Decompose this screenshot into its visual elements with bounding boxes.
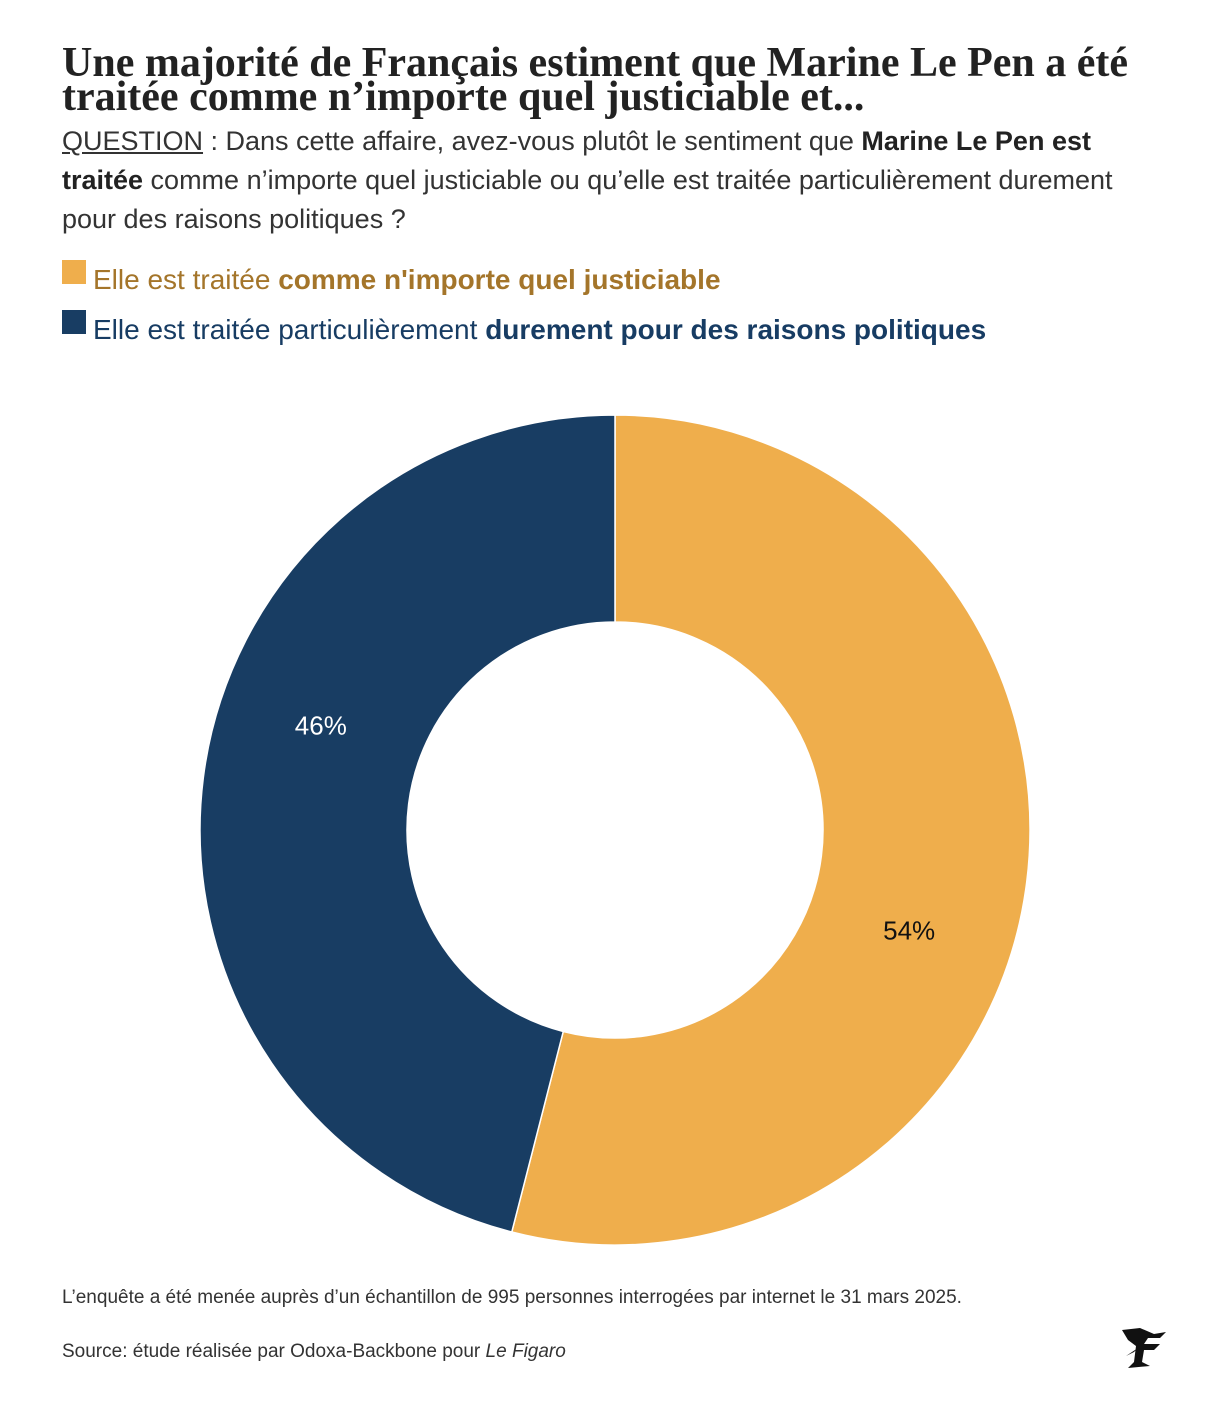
donut-slice-0 [510,414,1031,1246]
slice-label-0: 54% [883,915,935,945]
legend-label: Elle est traitée comme n'importe quel ju… [93,264,721,295]
legend-swatch-gold [62,260,86,284]
question-part2: comme n’importe quel justiciable ou qu’e… [62,165,1113,234]
donut-chart: 54% 46% [199,414,1031,1246]
legend-label: Elle est traitée particulièrement dureme… [93,314,987,345]
source-note: Source: étude réalisée par Odoxa-Backbon… [62,1341,566,1362]
chart-title: Une majorité de Français estiment que Ma… [62,40,1129,120]
le-figaro-logo-icon [1122,1328,1166,1368]
donut-slice-1 [199,414,616,1233]
question-text: QUESTION : Dans cette affaire, avez-vous… [62,122,1162,239]
question-part1: : Dans cette affaire, avez-vous plutôt l… [203,126,862,156]
legend-item-politique: Elle est traitée particulièrement dureme… [62,308,986,358]
question-bold: Marine Le Pen est traitée [62,126,1091,195]
slice-label-1: 46% [295,710,347,740]
footnote: L’enquête a été menée auprès d’un échant… [62,1287,962,1308]
legend: Elle est traitée comme n'importe quel ju… [62,258,986,358]
legend-swatch-navy [62,310,86,334]
legend-item-justiciable: Elle est traitée comme n'importe quel ju… [62,258,986,308]
question-label: QUESTION [62,126,204,156]
